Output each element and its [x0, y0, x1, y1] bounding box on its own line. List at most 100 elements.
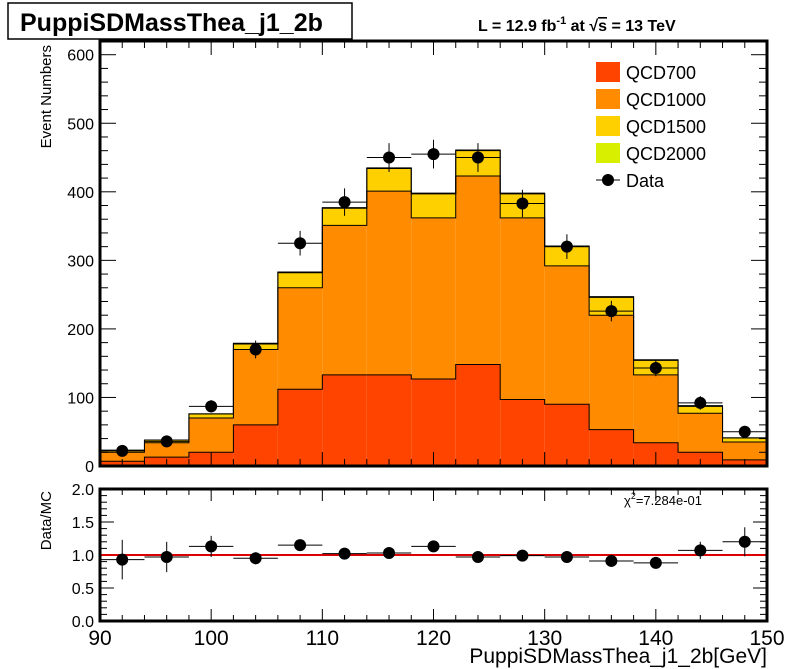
bar-qcd1000-bin-7	[411, 217, 456, 379]
chi2-annotation: χ2=7.284e-01	[624, 491, 702, 508]
main-y-tick-label: 100	[67, 390, 94, 407]
bar-qcd1500-bin-6	[366, 168, 412, 192]
ratio-point-14	[738, 535, 751, 548]
data-point-14	[738, 425, 751, 438]
ratio-y-tick-label: 1.0	[72, 548, 94, 565]
bar-qcd1000-bin-3	[233, 349, 278, 425]
bar-qcd1500-bin-2	[188, 413, 234, 419]
x-tick-label: 100	[194, 627, 229, 650]
main-y-tick-label: 200	[67, 322, 94, 339]
stack-outline-qcd1000	[99, 175, 768, 466]
ratio-point-1	[160, 550, 173, 563]
bar-qcd1500-bin-14	[722, 437, 767, 443]
bar-qcd1000-bin-14	[722, 442, 767, 460]
ratio-y-tick-label: 2.0	[72, 482, 94, 499]
data-point-13	[694, 396, 707, 409]
chi2-sup: 2	[631, 491, 636, 501]
x-tick-label: 150	[749, 627, 784, 650]
luminosity-label: L = 12.9 fb-1 at √s = 13 TeV	[478, 15, 676, 35]
bar-qcd1000-bin-2	[188, 418, 234, 453]
data-point-6	[383, 151, 396, 164]
legend-label-qcd1000: QCD1000	[626, 90, 706, 110]
bar-qcd700-bin-10	[544, 404, 590, 466]
data-point-0	[116, 444, 129, 457]
data-point-1	[160, 435, 173, 448]
stack-bars	[100, 149, 767, 466]
ratio-panel: 0.0 0.5 1.0 1.5 2.0 90 100 110 120 130 140 150 Data…	[38, 482, 785, 668]
ratio-frame	[98, 487, 769, 623]
legend-label-qcd2000: QCD2000	[626, 144, 706, 164]
legend-swatch-qcd700	[596, 62, 620, 82]
main-y-tick-label: 600	[67, 48, 94, 65]
main-y-tick-label: 0	[85, 459, 94, 476]
main-panel: 0 100 200 300 400 500 600 Event Numbers	[38, 39, 769, 476]
lumi-sup: -1	[556, 15, 566, 27]
lumi-suffix: = 13 TeV	[607, 18, 676, 35]
ratio-point-2	[205, 540, 218, 553]
legend-swatch-qcd1000	[596, 89, 620, 109]
ratio-point-6	[383, 547, 396, 560]
bar-qcd700-bin-7	[411, 378, 456, 466]
sqrt-sign: √	[589, 18, 598, 35]
ratio-y-tick-label: 1.5	[72, 515, 94, 532]
legend-label-data: Data	[626, 171, 665, 191]
bar-qcd1000-bin-1	[144, 442, 189, 458]
ratio-y-axis-label: Data/MC	[38, 491, 55, 550]
stack-outline-qcd2000	[99, 149, 768, 466]
x-axis-label: PuppiSDMassThea_j1_2b[GeV]	[469, 645, 767, 668]
bar-qcd1500-bin-13	[678, 406, 723, 414]
bar-qcd700-bin-5	[322, 374, 367, 466]
ratio-point-0	[116, 553, 129, 566]
ratio-axes: 0.0 0.5 1.0 1.5 2.0 90 100 110 120 130 140 150	[72, 482, 785, 650]
data-point-7	[427, 148, 440, 161]
bar-qcd1000-bin-8	[455, 176, 501, 365]
stack-outline-qcd700	[99, 364, 768, 466]
data-point-10	[560, 240, 573, 253]
ratio-point-12	[649, 556, 662, 569]
stack-outlines	[99, 149, 768, 466]
bar-qcd700-bin-8	[455, 364, 501, 466]
data-point-2	[205, 400, 218, 413]
ratio-y-tick-label: 0.5	[72, 581, 94, 598]
bar-qcd1000-bin-4	[277, 287, 323, 390]
x-tick-label: 110	[306, 627, 339, 650]
bar-qcd1000-bin-11	[589, 315, 634, 430]
bar-qcd700-bin-9	[500, 399, 545, 466]
legend-label-qcd700: QCD700	[626, 63, 696, 83]
bar-qcd700-bin-4	[277, 389, 323, 466]
main-y-tick-label: 400	[67, 185, 94, 202]
ratio-point-8	[471, 550, 484, 563]
x-tick-label: 130	[527, 627, 562, 650]
bar-qcd1000-bin-10	[544, 265, 590, 405]
sqrt-s: s	[598, 18, 607, 35]
ratio-point-9	[516, 549, 529, 562]
ratio-point-7	[427, 540, 440, 553]
main-y-tick-label: 500	[67, 116, 94, 133]
ratio-point-3	[249, 552, 262, 565]
legend-swatch-qcd2000	[596, 143, 620, 163]
main-frame	[98, 39, 769, 468]
legend: QCD700 QCD1000 QCD1500 QCD2000 Data	[596, 62, 706, 191]
bar-qcd1000-bin-6	[366, 191, 412, 375]
chi2-value: =7.284e-01	[636, 493, 702, 508]
bar-qcd1000-bin-12	[633, 374, 679, 443]
data-point-9	[516, 197, 529, 210]
legend-data-marker	[602, 174, 614, 186]
data-point-11	[605, 305, 618, 318]
bar-qcd1500-bin-4	[277, 272, 323, 288]
legend-label-qcd1500: QCD1500	[626, 117, 706, 137]
data-point-4	[294, 237, 307, 250]
data-point-8	[471, 151, 484, 164]
ratio-points	[100, 527, 767, 580]
main-y-axis-label: Event Numbers	[38, 45, 55, 148]
bar-qcd1500-bin-7	[411, 193, 456, 218]
plot-title: PuppiSDMassThea_j1_2b	[20, 9, 323, 37]
x-tick-label: 90	[88, 627, 111, 650]
lumi-prefix: L = 12.9 fb	[478, 18, 557, 35]
ratio-point-11	[605, 554, 618, 567]
ratio-point-4	[294, 539, 307, 552]
data-point-5	[338, 196, 351, 209]
ratio-point-10	[560, 550, 573, 563]
bar-qcd1500-bin-5	[322, 208, 367, 226]
